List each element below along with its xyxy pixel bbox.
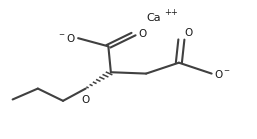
Text: O: O (81, 95, 90, 105)
Text: ++: ++ (164, 8, 178, 17)
Text: $^-$O: $^-$O (57, 32, 76, 44)
Text: O: O (184, 28, 192, 38)
Text: O: O (139, 29, 147, 39)
Text: O$^-$: O$^-$ (214, 68, 231, 80)
Text: Ca: Ca (146, 13, 161, 23)
